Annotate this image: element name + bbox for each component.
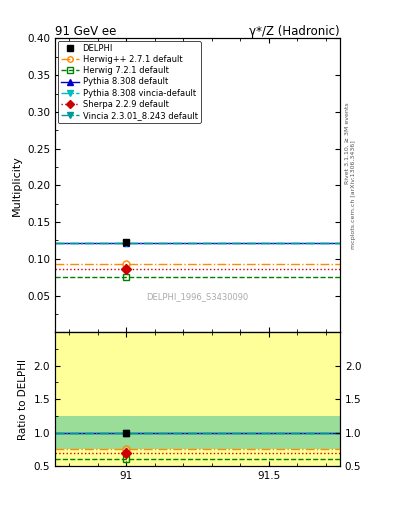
Bar xyxy=(55,332,340,399)
Text: 91 GeV ee: 91 GeV ee xyxy=(55,26,116,38)
Text: Rivet 3.1.10, ≥ 3M events: Rivet 3.1.10, ≥ 3M events xyxy=(345,102,350,184)
Bar xyxy=(55,399,340,466)
Bar xyxy=(55,416,340,449)
Y-axis label: Ratio to DELPHI: Ratio to DELPHI xyxy=(18,358,28,440)
Y-axis label: Multiplicity: Multiplicity xyxy=(11,155,22,216)
Text: DELPHI_1996_S3430090: DELPHI_1996_S3430090 xyxy=(146,292,249,302)
Text: mcplots.cern.ch [arXiv:1306.3436]: mcplots.cern.ch [arXiv:1306.3436] xyxy=(351,140,356,249)
Text: γ*/Z (Hadronic): γ*/Z (Hadronic) xyxy=(249,26,340,38)
Legend: DELPHI, Herwig++ 2.7.1 default, Herwig 7.2.1 default, Pythia 8.308 default, Pyth: DELPHI, Herwig++ 2.7.1 default, Herwig 7… xyxy=(57,41,201,123)
Bar xyxy=(55,332,340,399)
